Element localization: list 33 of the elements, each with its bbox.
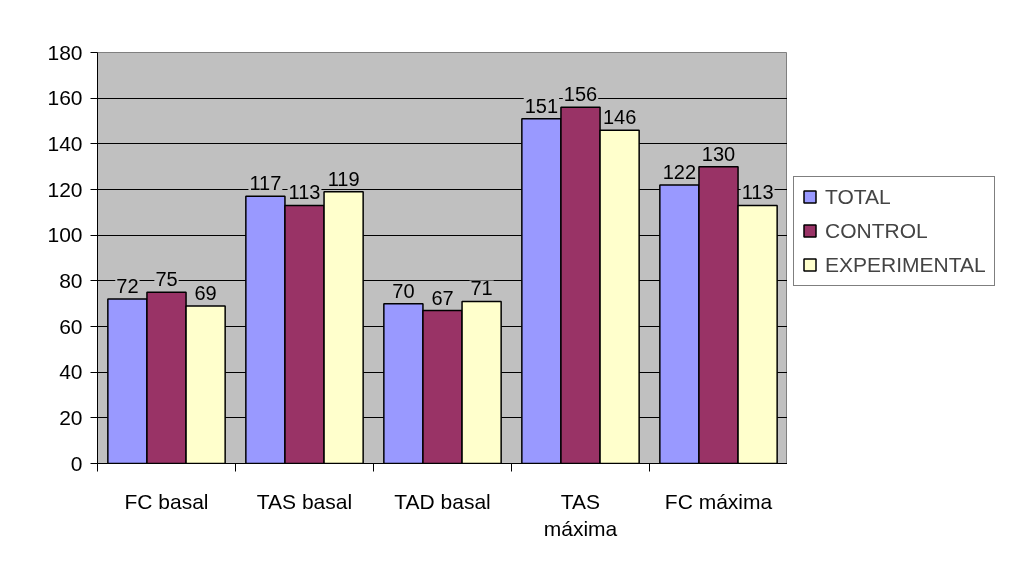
data-label: 151: [524, 94, 559, 117]
legend-label: TOTAL: [825, 184, 891, 209]
y-tick-label: 180: [47, 40, 83, 64]
y-tick-label: 60: [59, 314, 83, 338]
x-tick-label: FC basal: [124, 489, 209, 513]
data-label: 156: [563, 83, 598, 106]
y-tick-label: 40: [59, 360, 83, 384]
data-label: 67: [431, 286, 454, 309]
y-tick-label: 140: [47, 131, 83, 155]
y-tick-label: 20: [59, 405, 83, 429]
legend-label: EXPERIMENTAL: [825, 252, 986, 277]
y-tick-label: 100: [47, 223, 83, 247]
data-label: 117: [249, 172, 282, 195]
data-label: 69: [194, 281, 217, 304]
data-label: 71: [470, 277, 493, 300]
data-label: 70: [392, 279, 415, 302]
data-label: 130: [701, 142, 736, 165]
data-label: 122: [662, 160, 697, 183]
y-tick-label: 80: [59, 268, 83, 292]
data-label: 75: [155, 268, 178, 291]
data-label: 119: [327, 167, 360, 190]
data-label: 113: [288, 181, 321, 204]
legend-label: CONTROL: [825, 218, 928, 243]
x-tick-label: TAS basal: [256, 489, 353, 513]
y-tick-label: 120: [47, 177, 83, 201]
data-label: 72: [116, 275, 139, 298]
x-tick-label: FC máxima: [664, 489, 773, 513]
data-label: 113: [741, 181, 774, 204]
x-tick-label: TAD basal: [394, 489, 491, 513]
x-tick-label: TAS máxima: [543, 489, 618, 541]
y-tick-label: 160: [47, 86, 83, 110]
y-tick-label: 0: [70, 451, 83, 475]
data-label: 146: [602, 106, 637, 129]
